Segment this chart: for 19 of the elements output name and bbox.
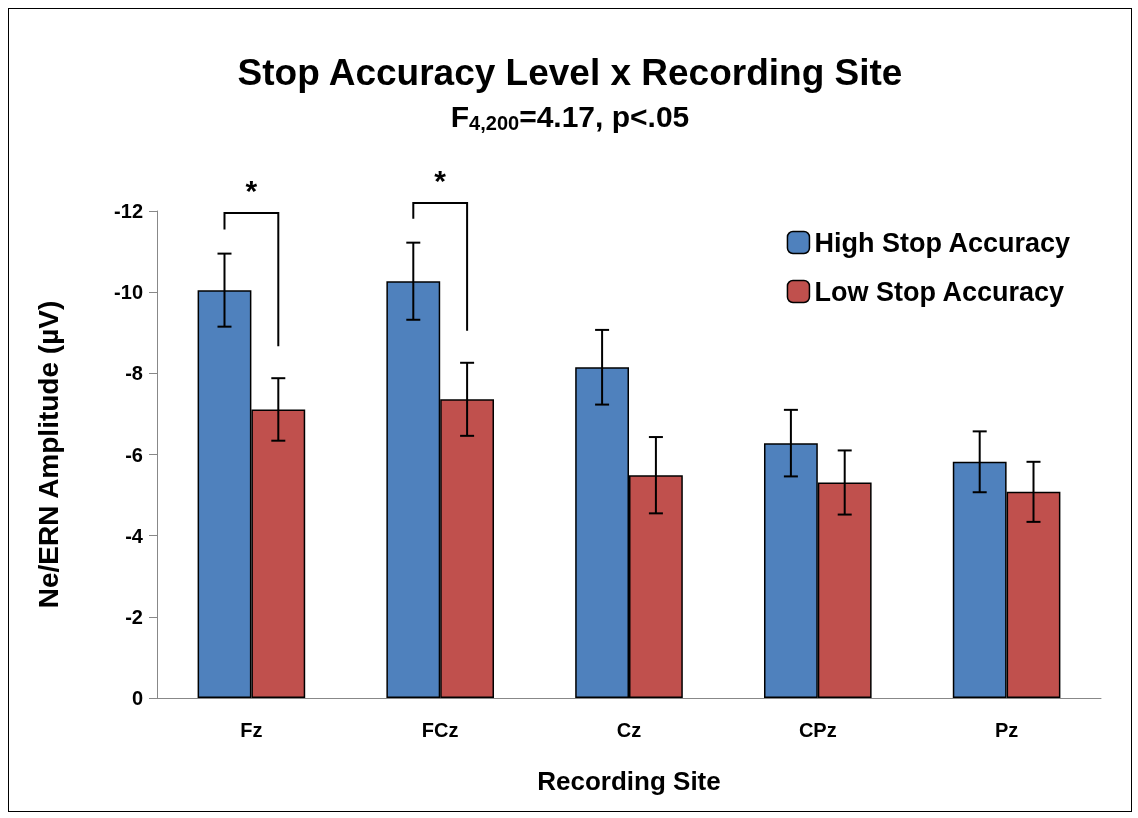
y-tick-label: -10 [114, 281, 143, 304]
chart-title: Stop Accuracy Level x Recording Site [237, 52, 903, 93]
y-tick-label: -8 [125, 362, 143, 385]
y-tick-label: -12 [114, 200, 143, 222]
x-tick-label: Pz [994, 719, 1019, 741]
x-tick-label: CPz [798, 719, 837, 741]
legend-label: Low Stop Accuracy [814, 276, 1065, 307]
y-tick-label: -2 [125, 605, 143, 628]
legend-label: High Stop Accuracy [814, 227, 1071, 258]
y-tick-label: -4 [125, 524, 144, 547]
y-axis-title: Ne/ERN Amplitude (µV) [32, 300, 64, 609]
text: * [245, 173, 258, 207]
y-tick-label: 0 [131, 687, 143, 709]
x-tick-label: Fz [240, 719, 263, 741]
x-axis-title: Recording Site [537, 766, 721, 796]
x-tick-label: Cz [616, 719, 642, 741]
x-tick-label: FCz [421, 719, 459, 741]
text: * [434, 163, 447, 197]
y-tick-label: -6 [125, 443, 143, 466]
